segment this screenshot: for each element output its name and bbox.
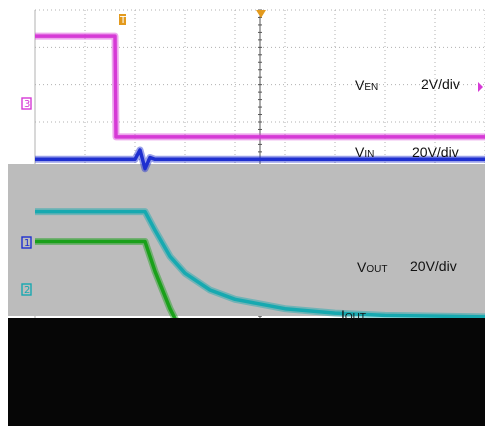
channel-marker-1: 1: [21, 236, 32, 249]
svg-text:IOUT: IOUT: [341, 307, 366, 323]
vin-name-main: V: [355, 144, 365, 160]
trace-ven: [35, 34, 485, 139]
ven-scale: 2V/div: [421, 76, 460, 92]
label-vout: VOUT 20V/div: [357, 258, 457, 275]
svg-text:VEN: VEN: [355, 77, 378, 93]
iout-name-sub: OUT: [345, 312, 366, 323]
trace-vout: [35, 209, 485, 319]
label-iout: IOUT: [341, 307, 366, 323]
channel-marker-2: 2: [21, 283, 32, 296]
vin-name-sub: IN: [364, 149, 374, 160]
label-vin: VIN 20V/div: [355, 144, 459, 160]
vin-scale: 20V/div: [412, 144, 459, 160]
svg-text:VOUT: VOUT: [357, 259, 387, 275]
ven-name-main: V: [355, 77, 365, 93]
trace-vin: [35, 148, 485, 171]
ven-name-sub: EN: [364, 82, 378, 93]
vout-name-sub: OUT: [366, 264, 387, 275]
channel-marker-3: 3: [21, 97, 32, 110]
svg-text:2: 2: [24, 285, 30, 296]
black-overlay-block: [8, 318, 485, 426]
svg-text:T: T: [119, 15, 127, 26]
label-ven: VEN 2V/div: [355, 76, 483, 93]
vout-name-main: V: [357, 259, 367, 275]
svg-text:1: 1: [24, 238, 30, 249]
svg-text:VIN: VIN: [355, 144, 374, 160]
trigger-marker: T: [119, 10, 266, 26]
iout-name-main: I: [341, 307, 345, 323]
svg-text:3: 3: [24, 99, 30, 110]
vout-scale: 20V/div: [410, 258, 457, 274]
